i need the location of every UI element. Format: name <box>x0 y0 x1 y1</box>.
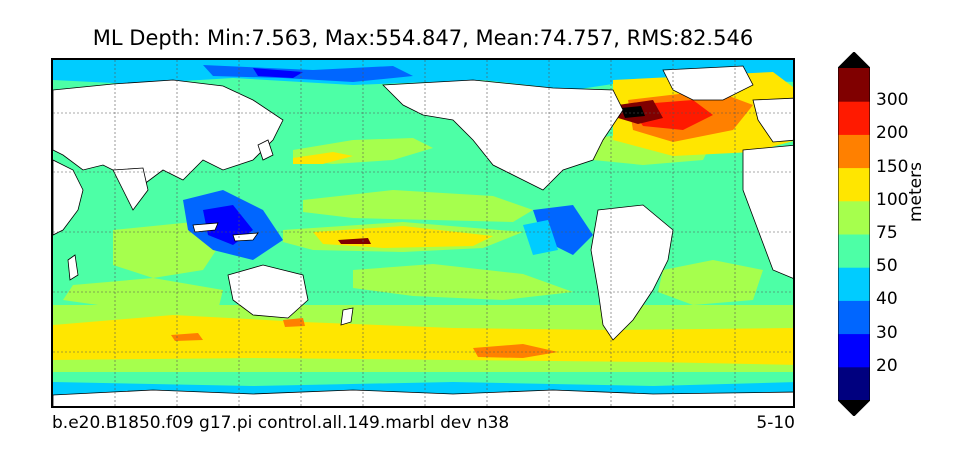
colorbar-under-triangle <box>838 400 870 416</box>
colorbar-tick-label: 50 <box>876 256 898 277</box>
south-pacific-green <box>353 264 573 300</box>
land-india <box>112 167 149 211</box>
colorbar-tick-label: 100 <box>876 189 909 210</box>
arctic-deep-2 <box>253 68 303 78</box>
colorbar-tick-label: 30 <box>876 322 898 343</box>
indian-south-green <box>63 278 223 310</box>
land-africa-east <box>53 159 84 236</box>
southern-ocean-orange-3 <box>283 318 305 327</box>
colorbar-segment <box>838 200 870 235</box>
land-indonesia-1 <box>192 222 219 233</box>
colorbar-tick-label: 75 <box>876 223 898 243</box>
land <box>53 65 793 406</box>
colorbar-tick-label: 300 <box>876 90 909 111</box>
colorbar-tick-label: 20 <box>876 355 898 376</box>
land-australia <box>227 264 309 319</box>
north-pacific-yellow <box>293 152 353 164</box>
land-madagascar <box>67 254 79 281</box>
southern-ocean-orange-1 <box>473 344 558 358</box>
land-indonesia-2 <box>232 232 259 242</box>
colorbar-segment <box>838 366 870 401</box>
colorbar-segment <box>838 267 870 301</box>
pacific-equatorial-orange <box>338 238 371 244</box>
period-label: 5-10 <box>756 413 795 433</box>
colorbar-tick-label: 150 <box>876 156 909 177</box>
labrador-black <box>621 106 645 118</box>
land-europe <box>752 97 793 143</box>
colorbar-segment <box>838 134 870 169</box>
south-atlantic-green <box>658 260 763 305</box>
colorbar <box>838 52 870 416</box>
land-africa-west <box>742 144 793 279</box>
colorbar-segment <box>838 300 870 335</box>
colorbar-over-triangle <box>838 52 870 68</box>
plot-title: ML Depth: Min:7.563, Max:554.847, Mean:7… <box>92 26 754 50</box>
land-antarctica <box>53 389 793 406</box>
colorbar-tick-label: 200 <box>876 123 909 144</box>
pacific-mid-green <box>303 190 533 222</box>
case-name-label: b.e20.B1850.f09 g17.pi control.all.149.m… <box>52 413 510 433</box>
ocean-map <box>53 60 793 406</box>
land-south-america <box>590 204 674 341</box>
southern-ocean-yellow <box>53 315 793 365</box>
colorbar-segment <box>838 234 870 268</box>
colorbar-segment <box>838 68 870 102</box>
land-north-america <box>382 79 624 191</box>
land-japan <box>257 139 274 161</box>
colorbar-segment <box>838 167 870 202</box>
graticule <box>53 60 793 406</box>
colorbar-tick-label: 40 <box>876 289 898 310</box>
colorbar-segment <box>838 101 870 135</box>
colorbar-units-label: meters <box>906 162 926 222</box>
colorbar-segment <box>838 333 870 368</box>
map-panel <box>51 58 795 408</box>
land-eurasia-west <box>53 79 284 186</box>
southern-ocean-orange-2 <box>171 333 203 341</box>
land-new-zealand <box>340 307 354 326</box>
